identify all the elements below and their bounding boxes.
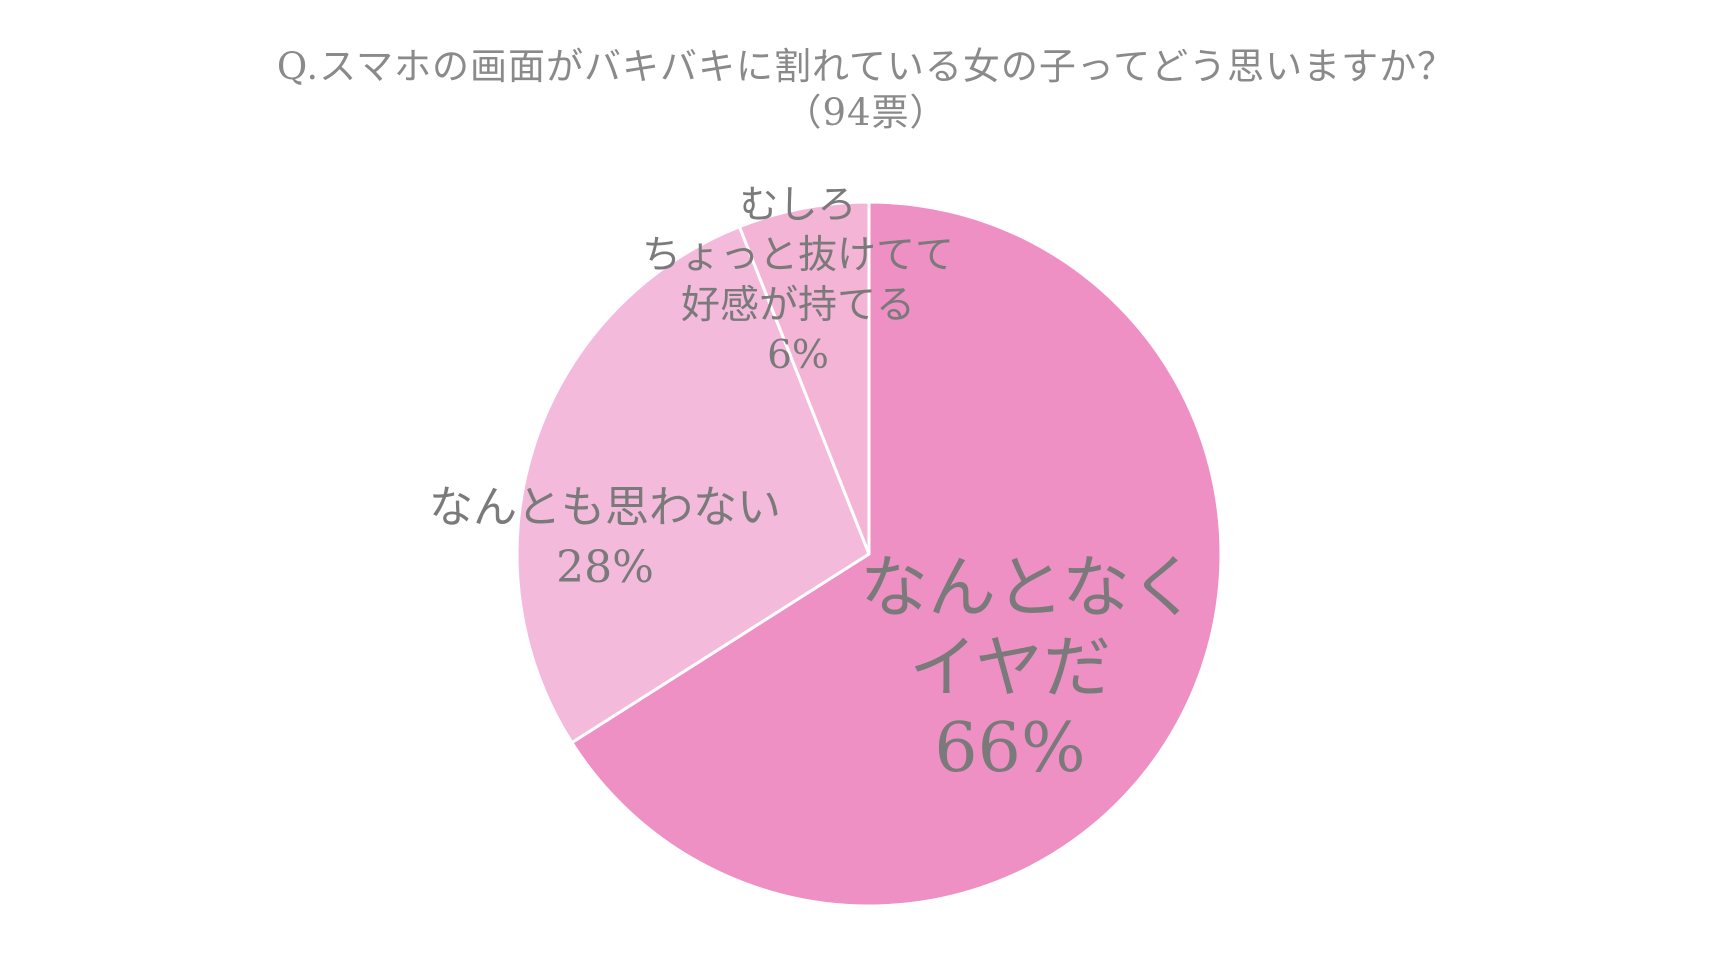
slice-2-value-label: 6% [767,333,829,378]
slice-label-2: むしろ ちょっと抜けてて 好感が持てる 6% [628,181,968,381]
slice-label-0: なんとなく イヤだ 66% [860,549,1198,789]
slice-2-label-line-3: 好感が持てる [680,283,915,328]
pie-slice-0 [570,200,1223,908]
slice-2-label-line-1: むしろ [739,183,857,228]
slice-label-1: なんとも思わない 28% [390,478,820,598]
slice-1-value-label: 28% [556,542,654,593]
slice-0-value-label: 66% [934,709,1086,788]
chart-title-text: Q.スマホの画面がバキバキに割れている女の子ってどう思いますか？ [276,45,1456,88]
slice-1-label-line-1: なんとも思わない [429,482,781,533]
slice-2-label-line-2: ちょっと抜けてて [641,233,954,278]
pie-slice-1 [515,225,871,745]
pie-slice-2 [737,200,871,556]
chart-subtitle: （94票） [784,91,948,134]
slice-0-label-line-2: イヤだ [909,629,1111,708]
chart-title: Q.スマホの画面がバキバキに割れている女の子ってどう思いますか？ （94票） [0,44,1732,136]
slice-0-label-line-1: なんとなく [860,549,1198,628]
